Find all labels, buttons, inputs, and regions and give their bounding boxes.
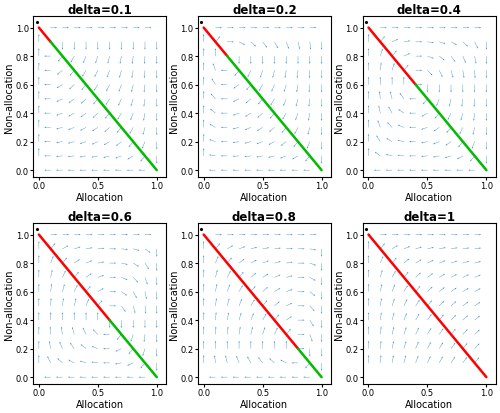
Title: delta=0.1: delta=0.1 [67,4,132,17]
Y-axis label: Non-allocation: Non-allocation [4,62,14,133]
X-axis label: Allocation: Allocation [76,399,124,409]
Title: delta=0.2: delta=0.2 [232,4,297,17]
X-axis label: Allocation: Allocation [76,192,124,202]
Y-axis label: Non-allocation: Non-allocation [4,269,14,339]
Y-axis label: Non-allocation: Non-allocation [334,62,344,133]
Y-axis label: Non-allocation: Non-allocation [169,62,179,133]
Y-axis label: Non-allocation: Non-allocation [334,269,344,339]
Title: delta=0.6: delta=0.6 [67,211,132,223]
X-axis label: Allocation: Allocation [405,192,454,202]
X-axis label: Allocation: Allocation [240,399,288,409]
X-axis label: Allocation: Allocation [240,192,288,202]
X-axis label: Allocation: Allocation [405,399,454,409]
Y-axis label: Non-allocation: Non-allocation [169,269,179,339]
Title: delta=1: delta=1 [403,211,455,223]
Title: delta=0.8: delta=0.8 [232,211,297,223]
Title: delta=0.4: delta=0.4 [397,4,462,17]
